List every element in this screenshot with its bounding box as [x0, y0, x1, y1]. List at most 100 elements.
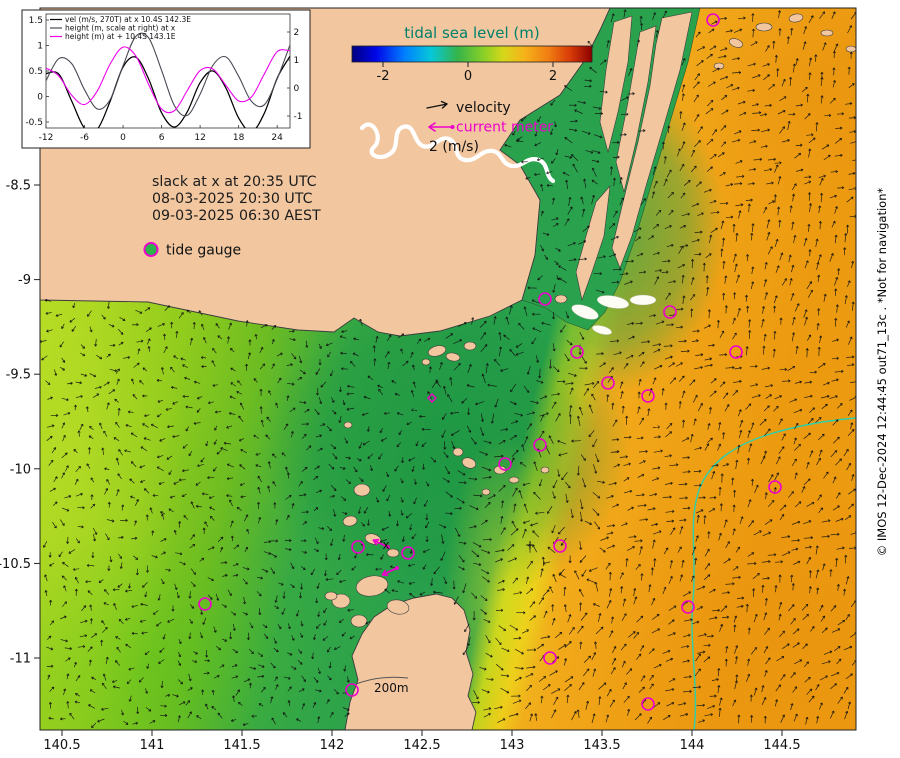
southeast-high-level-patch — [570, 470, 856, 730]
inset-x-tick-label: 0 — [120, 133, 126, 143]
aest-date-annotation: 09-03-2025 06:30 AEST — [152, 208, 321, 224]
station-markers-layer: x + — [198, 13, 782, 711]
island — [343, 421, 353, 429]
island — [353, 483, 371, 497]
depth-contour-label: 200m — [374, 681, 409, 695]
island — [508, 476, 520, 484]
tide-gauge-marker — [641, 389, 655, 403]
colorbar-tick-label: 2 — [549, 69, 557, 84]
tide-gauge-marker — [345, 683, 359, 697]
sandbank — [571, 304, 599, 320]
island — [554, 294, 568, 304]
sandbank — [597, 295, 629, 309]
x-tick-label: 143 — [500, 738, 525, 753]
velocity-arrows-path — [40, 9, 856, 729]
inset-curve-2 — [46, 46, 290, 114]
inset-x-tick-label: 24 — [271, 133, 283, 143]
x-tick-label: 141 — [140, 738, 165, 753]
inset-left-tick-label: 1 — [37, 42, 43, 52]
island — [820, 29, 834, 37]
colorbar: tidal sea level (m) -2 0 2 — [351, 24, 593, 84]
current-meter-legend-label: current meter — [456, 120, 553, 136]
x-tick-label: 142 — [320, 738, 345, 753]
island — [350, 614, 368, 628]
inset-right-tick-label: 2 — [294, 28, 300, 38]
delta-island — [575, 185, 611, 302]
x-tick-label: 140.5 — [43, 738, 80, 753]
tide-gauge-marker — [538, 292, 552, 306]
x-tick-label: 144.5 — [763, 738, 800, 753]
transition-yellow-band — [445, 435, 565, 730]
delta-island — [611, 11, 693, 269]
land-cape-york — [344, 593, 477, 730]
y-tick-label: -9.5 — [6, 368, 31, 383]
tide-gauge-marker — [706, 13, 720, 27]
island — [342, 515, 358, 527]
tide-gauge-marker — [498, 457, 512, 471]
island — [421, 358, 431, 366]
y-tick-label: -10 — [10, 462, 31, 477]
x-tick-label: 141.5 — [223, 738, 260, 753]
island — [355, 575, 389, 597]
delta-island — [599, 15, 633, 154]
tide-gauge-marker — [351, 540, 365, 554]
depth-contour-200m-segment — [355, 676, 409, 685]
current-meter-anchor-dot — [386, 545, 390, 549]
tide-gauge-legend-label: tide gauge — [166, 243, 241, 259]
slack-time-annotation: slack at x at 20:35 UTC — [152, 174, 317, 190]
sandbank — [592, 325, 612, 335]
delta-island — [615, 25, 657, 193]
inset-legend-label-vel: vel (m/s, 270T) at x 10.4S 142.3E — [65, 15, 191, 24]
magenta-diamond-marker — [427, 393, 437, 403]
velocity-vector-field — [40, 9, 856, 729]
inset-right-tick-label: -1 — [294, 112, 303, 122]
island — [481, 488, 491, 496]
inset-left-tick-label: -0.5 — [25, 118, 43, 128]
island — [463, 341, 477, 351]
current-meter-anchor-dot — [395, 566, 399, 570]
current-meter-arrow-icon — [428, 122, 452, 132]
inset-legend-label-height-plus: height (m) at + 10.4S 143.1E — [65, 32, 176, 41]
x-tick-label: 142.5 — [403, 738, 440, 753]
tide-gauge-marker — [553, 539, 567, 553]
current-meter-marker — [372, 538, 389, 548]
inset-curve-group — [46, 32, 290, 128]
tide-gauge-marker — [663, 305, 677, 319]
inset-x-tick-label: 12 — [194, 133, 205, 143]
inset-legend-label-height-x: height (m, scale at right) at x — [65, 24, 176, 33]
island — [845, 45, 856, 53]
island — [386, 599, 410, 615]
tide-gauge-marker — [601, 376, 615, 390]
inset-x-tick-label: 6 — [159, 133, 165, 143]
island — [788, 13, 804, 23]
land-and-coastline-layer — [40, 8, 856, 730]
y-tick-label: -11 — [10, 652, 31, 667]
sandbank — [629, 294, 657, 306]
longitude-axis: 140.5 141 141.5 142 142.5 143 143.5 144 144.5 — [43, 730, 801, 753]
island — [461, 457, 477, 469]
y-tick-label: -9 — [18, 273, 31, 288]
island — [324, 591, 338, 601]
depth-contour — [691, 417, 856, 730]
island — [445, 352, 461, 362]
map-border — [39, 7, 857, 731]
credit-watermark: © IMOS 12-Dec-2024 12:44:45 out71_13c . … — [875, 187, 889, 556]
velocity-legend-label: velocity — [456, 100, 511, 116]
tide-gauge-marker — [543, 651, 557, 665]
island — [755, 22, 773, 32]
annotations: slack at x at 20:35 UTC 08-03-2025 20:30… — [152, 174, 889, 695]
inset-curve-1 — [46, 32, 290, 117]
tide-gauge-marker — [198, 597, 212, 611]
inset-left-tick-label: 0 — [37, 93, 43, 103]
tide-gauge-marker — [641, 697, 655, 711]
tide-gauge-icon — [143, 242, 159, 257]
inset-axes: -12 -6 0 6 12 18 24 1.5 1 0.5 0 -0.5 2 1 0 -1 — [25, 16, 302, 143]
inset-right-tick-label: 0 — [294, 84, 300, 94]
gulf-high-level-patch — [635, 8, 856, 215]
inset-timeseries-chart: -12 -6 0 6 12 18 24 1.5 1 0.5 0 -0.5 2 1 0 -1 vel (m/s,… — [21, 9, 311, 149]
inset-curve-0 — [46, 55, 290, 128]
island — [728, 38, 744, 48]
colorbar-tick-label: 0 — [464, 69, 472, 84]
